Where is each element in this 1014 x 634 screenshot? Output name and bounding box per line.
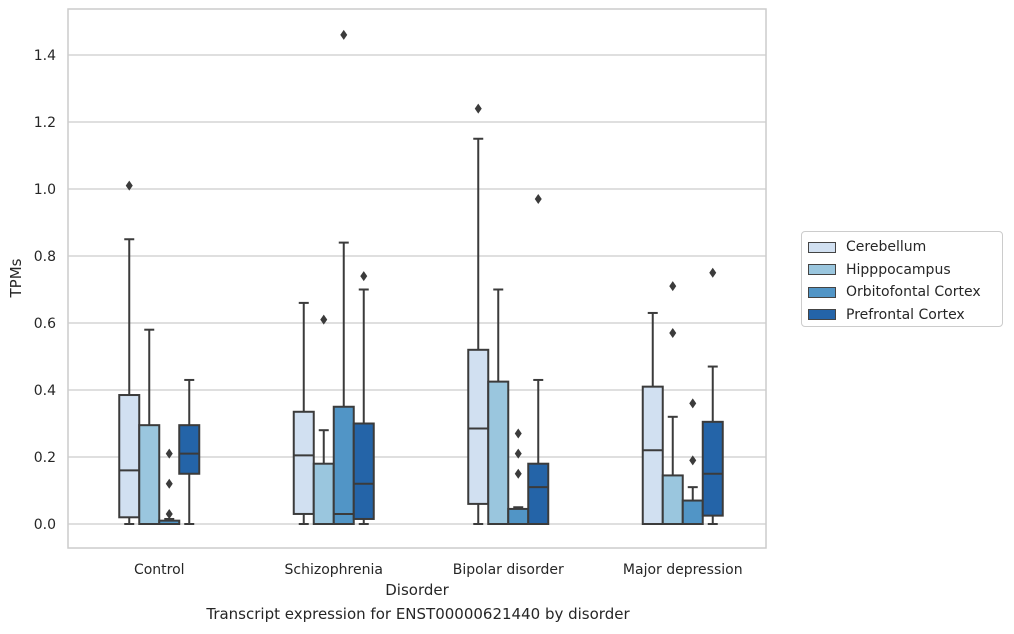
box-body (527, 462, 550, 526)
box-cerebellum (292, 301, 315, 525)
legend-swatch (808, 264, 836, 276)
box-prefrontal-cortex (178, 378, 201, 525)
legend-item: Prefrontal Cortex (808, 304, 1002, 327)
plot-area-frame (67, 8, 767, 549)
box-prefrontal-cortex (527, 194, 550, 526)
legend-label: Prefrontal Cortex (846, 306, 965, 323)
legend-swatch (808, 286, 836, 298)
outlier-point (165, 508, 173, 519)
box-body (292, 410, 315, 515)
legend-label: Cerebellum (846, 239, 927, 256)
box-hipppocampus (661, 281, 684, 525)
legend: Cerebellum Hipppocampus Orbitofontal Corte… (801, 231, 1003, 327)
box-cerebellum (467, 103, 490, 525)
box-body (507, 507, 530, 525)
x-tick-label: Bipolar disorder (453, 562, 564, 578)
box-body (641, 385, 664, 525)
box-orbitofontal-cortex (332, 29, 355, 525)
box-orbitofontal-cortex (158, 448, 181, 526)
legend-item: Hipppocampus (808, 259, 1002, 282)
box-body (178, 424, 201, 475)
box-body (332, 405, 355, 525)
y-tick-label: 0.6 (34, 316, 56, 332)
x-tick-label: Schizophrenia (285, 562, 383, 578)
x-tick-label: Major depression (623, 562, 743, 578)
outlier-point (689, 455, 697, 466)
y-axis-title: TPMs (7, 258, 25, 298)
outlier-point (514, 448, 522, 459)
x-tick-labels: Control Schizophrenia Bipolar disorder Majo… (134, 562, 743, 578)
box-orbitofontal-cortex (681, 398, 704, 525)
box-body (487, 380, 510, 525)
box-hipppocampus (138, 328, 161, 525)
box-body (118, 394, 141, 519)
chart-caption: Transcript expression for ENST0000062144… (206, 605, 630, 623)
box-cerebellum (641, 311, 664, 525)
box-body (138, 424, 161, 525)
box-hipppocampus (487, 288, 510, 525)
outlier-point (320, 314, 328, 325)
box-body (661, 474, 684, 525)
legend-label: Orbitofontal Cortex (846, 284, 981, 301)
box-prefrontal-cortex (701, 267, 724, 525)
outlier-point (534, 194, 542, 205)
legend-label: Hipppocampus (846, 261, 951, 278)
outlier-point (514, 428, 522, 439)
y-tick-label: 0.2 (34, 450, 56, 466)
legend-item: Cerebellum (808, 236, 1002, 259)
y-tick-label: 0.8 (34, 249, 56, 265)
outlier-point (360, 271, 368, 282)
legend-swatch (808, 241, 836, 253)
box-plot-marks (118, 29, 724, 526)
y-tick-labels: 0.0 0.2 0.4 0.6 0.8 1.0 1.2 1.4 (34, 48, 56, 533)
legend-item: Orbitofontal Cortex (808, 281, 1002, 304)
box-body (352, 422, 375, 520)
box-hipppocampus (312, 314, 335, 526)
outlier-point (165, 448, 173, 459)
box-body (701, 420, 724, 517)
outlier-point (709, 267, 717, 278)
outlier-point (669, 281, 677, 292)
box-cerebellum (118, 180, 141, 525)
outlier-point (125, 180, 133, 191)
y-tick-label: 0.4 (34, 383, 56, 399)
outlier-point (165, 478, 173, 489)
box-body (467, 348, 490, 505)
y-tick-label: 0.0 (34, 517, 56, 533)
outlier-point (340, 29, 348, 40)
box-orbitofontal-cortex (507, 428, 530, 525)
x-axis-title: Disorder (385, 581, 449, 599)
box-body (681, 499, 704, 525)
y-tick-label: 1.0 (34, 182, 56, 198)
box-prefrontal-cortex (352, 271, 375, 525)
box-body (312, 462, 335, 526)
outlier-point (689, 398, 697, 409)
y-tick-label: 1.4 (34, 48, 56, 64)
legend-swatch (808, 309, 836, 321)
outlier-point (474, 103, 482, 114)
outlier-point (514, 468, 522, 479)
x-tick-label: Control (134, 562, 185, 578)
y-tick-label: 1.2 (34, 115, 56, 131)
outlier-point (669, 328, 677, 339)
